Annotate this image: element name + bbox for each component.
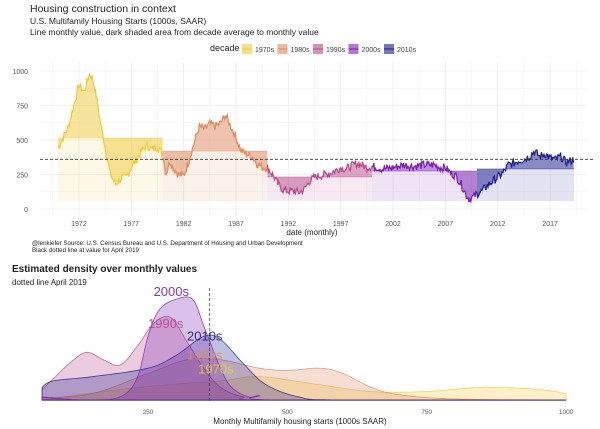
density-x-tick-label: 750 <box>421 409 432 416</box>
density-label-2010s: 2010s <box>187 329 223 344</box>
density-area-1970s <box>42 376 567 401</box>
caption-2: Black dotted line at value for April 201… <box>32 247 140 254</box>
legend: 1970s 1980s 1990s 2000s 2010s <box>242 44 417 54</box>
density-x-tick-label: 250 <box>143 409 154 416</box>
x-tick-label: 1992 <box>281 221 297 228</box>
caption: @lenkiefer Source: U.S. Census Bureau an… <box>32 240 303 247</box>
density-area-1980s <box>41 357 567 401</box>
decade-deviation-area <box>58 73 163 185</box>
density-label-1980s: 1980s <box>187 348 223 363</box>
x-tick-label: 2017 <box>542 221 558 228</box>
top-title: Housing construction in context <box>30 3 176 15</box>
top-subtitle: U.S. Multifamily Housing Starts (1000s, … <box>30 16 206 26</box>
x-tick-label: 2002 <box>385 221 401 228</box>
series-line-1990s <box>266 160 373 196</box>
series-line-1970s <box>57 73 164 186</box>
top-x-axis-label: date (monthly) <box>286 228 337 237</box>
decade-deviation-area <box>476 150 574 198</box>
legend-title: decade <box>210 43 240 53</box>
x-tick-label: 1987 <box>228 221 244 228</box>
top-plot: 0 250 500 750 1000 1972 1977 1982 1987 1992 1997 20… <box>12 62 595 228</box>
density-area-2000s <box>41 296 567 401</box>
bottom-x-axis-label: Monthly Multifamily housing starts (1000… <box>213 417 387 426</box>
x-tick-label: 2007 <box>438 221 454 228</box>
top-subtitle-2: Line monthly value, dark shaded area fro… <box>30 27 319 37</box>
y-tick-label: 250 <box>16 173 28 180</box>
density-area-1990s <box>41 316 567 401</box>
x-tick-label: 1982 <box>176 221 192 228</box>
y-tick-label: 1000 <box>12 69 28 76</box>
series-line-1980s <box>162 112 268 178</box>
density-area-2010s <box>41 334 567 401</box>
legend-label-2010s: 2010s <box>397 47 417 54</box>
x-tick-label: 1977 <box>124 221 140 228</box>
y-tick-label: 750 <box>16 104 28 111</box>
y-tick-label: 500 <box>16 138 28 145</box>
density-label-1970s: 1970s <box>198 361 234 376</box>
legend-label-1990s: 1990s <box>326 47 346 54</box>
bottom-title: Estimated density over monthly values <box>12 264 197 275</box>
legend-label-2000s: 2000s <box>362 47 382 54</box>
density-x-tick-label: 500 <box>282 409 293 416</box>
bottom-subtitle: dotted line April 2019 <box>12 278 87 287</box>
series-line-2000s <box>371 159 478 203</box>
legend-label-1980s: 1980s <box>291 47 311 54</box>
x-tick-label: 2012 <box>490 221 506 228</box>
legend-label-1970s: 1970s <box>255 47 275 54</box>
density-label-2000s: 2000s <box>154 284 190 299</box>
decade-deviation-area <box>372 161 477 203</box>
x-tick-label: 1972 <box>71 221 87 228</box>
x-tick-label: 1997 <box>333 221 349 228</box>
y-tick-label: 0 <box>24 207 28 214</box>
density-x-tick-label: 1000 <box>559 409 574 416</box>
density-label-1990s: 1990s <box>148 316 184 331</box>
